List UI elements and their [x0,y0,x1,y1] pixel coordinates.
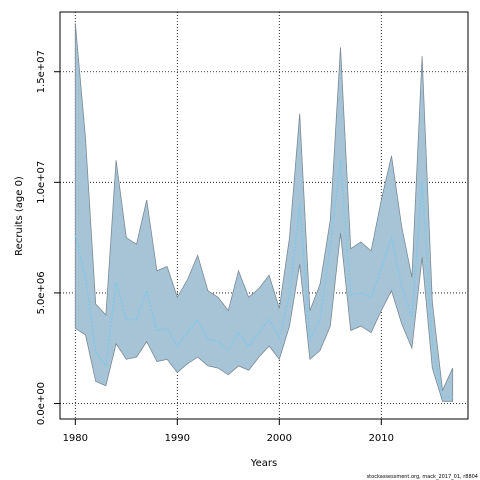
y-axis: 0.0e+00 5.0e+06 1.0e+07 1.5e+07 [36,50,60,425]
plot-frame [59,11,469,420]
y-tick-label: 0.0e+00 [36,382,47,425]
x-tick-label: 1990 [165,433,190,444]
estimate-line [74,160,453,398]
y-axis-title: Recruits (age 0) [14,176,25,256]
credit-text: stockassessment.org, mack_2017_01, r8804 [367,474,478,480]
x-axis: 1980 1990 2000 2010 [63,419,394,444]
x-tick-label: 1980 [63,433,88,444]
y-tick-label: 1.0e+07 [36,161,47,204]
confidence-band [74,23,454,402]
x-tick-label: 2000 [267,433,292,444]
x-axis-title: Years [250,458,277,469]
x-tick-label: 2010 [369,433,394,444]
y-tick-label: 1.5e+07 [36,50,47,93]
y-tick-label: 5.0e+06 [36,271,47,314]
